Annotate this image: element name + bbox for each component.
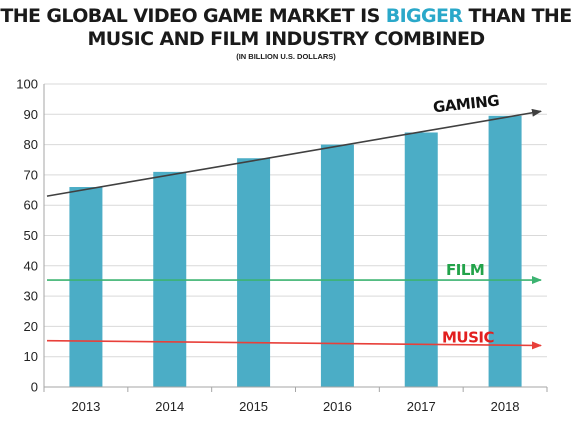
x-tick-label: 2014 <box>155 399 184 414</box>
gaming-trend-label: GAMING <box>432 92 500 117</box>
y-tick-label: 100 <box>16 77 38 92</box>
music-trend-line <box>46 339 542 350</box>
x-tick-label: 2015 <box>239 399 268 414</box>
chart-title-highlight: BIGGER <box>386 5 464 27</box>
y-tick-label: 90 <box>24 107 38 122</box>
film-trend-label: FILM <box>446 261 484 279</box>
gridlines <box>44 83 547 358</box>
bar <box>320 144 354 387</box>
chart-title-suffix: THAN THE <box>462 5 571 27</box>
y-tick-label: 0 <box>31 380 38 395</box>
x-tick-label: 2013 <box>71 399 100 414</box>
axes <box>43 84 548 392</box>
chart-title-line1: THE GLOBAL VIDEO GAME MARKET IS BIGGER T… <box>0 5 571 27</box>
y-axis-ticks: 0 10 20 30 40 50 60 70 80 90 100 <box>16 77 38 395</box>
trend-lines <box>46 108 542 350</box>
y-tick-label: 50 <box>24 228 38 243</box>
y-tick-label: 20 <box>24 319 38 334</box>
bar <box>488 115 522 387</box>
bar <box>69 187 103 387</box>
gaming-trend-line <box>46 108 542 197</box>
x-tick-label: 2016 <box>323 399 352 414</box>
y-tick-label: 80 <box>24 137 38 152</box>
bar <box>237 158 271 387</box>
x-tick-label: 2017 <box>407 399 436 414</box>
x-tick-label: 2018 <box>491 399 520 414</box>
chart-subtitle: (IN BILLION U.S. DOLLARS) <box>236 52 336 61</box>
y-tick-label: 70 <box>24 167 38 182</box>
music-trend-label: MUSIC <box>442 328 494 346</box>
y-tick-label: 40 <box>24 258 38 273</box>
chart-title-prefix: THE GLOBAL VIDEO GAME MARKET IS <box>0 5 385 27</box>
y-tick-label: 60 <box>24 198 38 213</box>
y-tick-label: 10 <box>24 349 38 364</box>
chart-title-line2: MUSIC AND FILM INDUSTRY COMBINED <box>87 28 484 50</box>
x-axis-ticks: 2013 2014 2015 2016 2017 2018 <box>71 399 519 414</box>
y-tick-label: 30 <box>24 289 38 304</box>
bar <box>404 132 438 387</box>
